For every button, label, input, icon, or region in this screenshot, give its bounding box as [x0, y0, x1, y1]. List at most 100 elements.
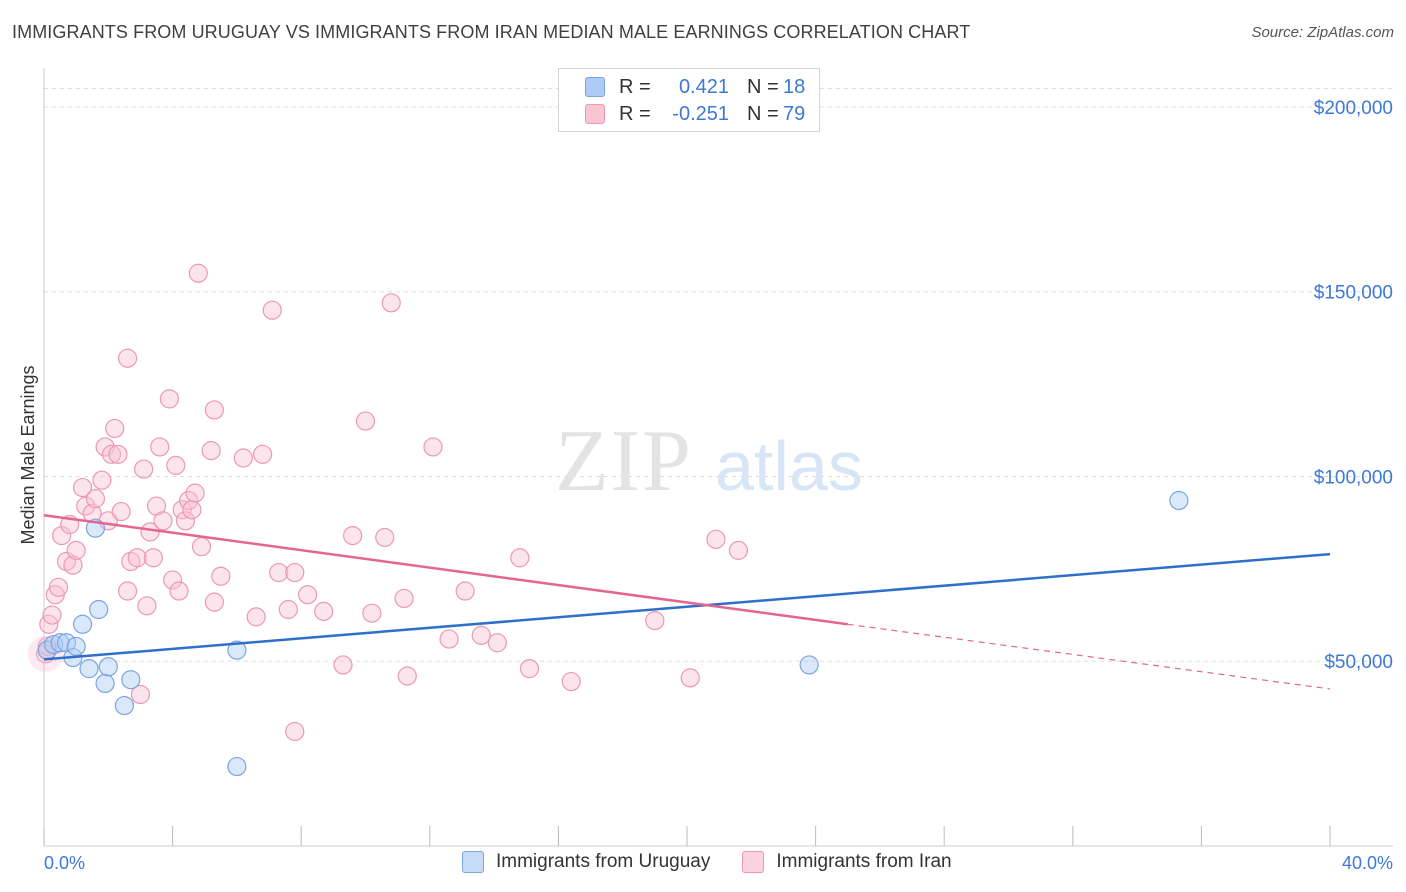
iran-point: [510, 548, 530, 568]
iran-point: [111, 501, 131, 522]
iran-point: [143, 548, 163, 568]
iran-point: [343, 525, 363, 546]
y-tick-label: $100,000: [1314, 467, 1393, 488]
legend-label-iran: Immigrants from Iran: [776, 851, 952, 872]
grid-lines: [44, 87, 1393, 662]
iran-point: [169, 581, 189, 601]
iran-point: [262, 300, 282, 320]
x-tick-max: 40.0%: [1342, 853, 1393, 873]
uruguay-point: [50, 633, 70, 653]
iran-point: [278, 599, 298, 620]
iran-point: [362, 603, 382, 623]
y-tick-label: $150,000: [1314, 283, 1393, 304]
n-label: N =: [747, 75, 779, 98]
iran-point: [269, 562, 289, 583]
iran-point: [253, 444, 273, 464]
uruguay-point: [79, 659, 99, 679]
uruguay-point: [227, 640, 247, 660]
iran-point: [201, 441, 221, 461]
uruguay-point: [89, 599, 109, 620]
iran-point: [285, 562, 305, 583]
iran-point: [85, 489, 106, 509]
iran-point: [314, 601, 334, 621]
r-label: R =: [619, 102, 651, 125]
uruguay-point: [114, 695, 134, 716]
iran-point: [150, 437, 170, 457]
x-tick-min: 0.0%: [44, 853, 85, 873]
iran-point: [42, 605, 62, 625]
iran-point: [680, 668, 700, 688]
legend-item-iran[interactable]: Immigrants from Iran: [742, 851, 952, 873]
uruguay-point: [1169, 490, 1189, 511]
uruguay-point: [98, 657, 118, 677]
iran-point: [191, 537, 212, 557]
stats-row-iran: R = -0.251 N = 79: [585, 101, 805, 127]
iran-point: [76, 496, 96, 516]
stats-legend: R = 0.421 N = 18 R = -0.251 N = 79: [558, 68, 820, 132]
uruguay-point: [121, 670, 141, 690]
iran-point: [355, 411, 376, 431]
iran-point: [519, 659, 540, 679]
iran-point: [117, 348, 138, 368]
iran-point: [153, 511, 173, 531]
iran-point: [375, 527, 395, 548]
legend-label-uruguay: Immigrants from Uruguay: [496, 851, 711, 872]
iran-point: [108, 444, 128, 464]
iran-point: [397, 666, 417, 686]
axes: [43, 68, 1393, 847]
iran-point: [159, 389, 179, 409]
iran-swatch: [742, 851, 765, 873]
uruguay-point: [95, 673, 115, 694]
series-legend: Immigrants from Uruguay Immigrants from …: [462, 851, 984, 873]
iran-point: [130, 684, 151, 705]
watermark-atlas: atlas: [715, 427, 863, 505]
iran-point: [101, 444, 122, 464]
iran-swatch: [585, 104, 605, 124]
iran-point: [182, 500, 202, 520]
iran-point: [204, 592, 224, 612]
iran-point: [127, 548, 147, 568]
y-tick-labels: $50,000 $100,000 $150,000 $200,000: [1314, 98, 1393, 673]
iran-point: [166, 455, 186, 475]
uruguay-point: [227, 756, 247, 777]
iran-trend-line: [43, 514, 848, 626]
iran-point: [137, 596, 157, 616]
n-value: 18: [783, 75, 806, 98]
iran-point: [285, 721, 305, 742]
iran-point: [455, 581, 475, 601]
iran-point: [188, 263, 208, 283]
iran-point: [211, 566, 231, 586]
legend-item-uruguay[interactable]: Immigrants from Uruguay: [462, 851, 710, 873]
iran-point: [298, 585, 318, 605]
iran-point: [105, 418, 125, 439]
chart-title: IMMIGRANTS FROM URUGUAY VS IMMIGRANTS FR…: [12, 22, 971, 42]
r-label: R =: [619, 75, 651, 98]
iran-point: [134, 459, 154, 479]
iran-point: [63, 555, 83, 575]
iran-point: [233, 448, 253, 468]
iran-point: [92, 470, 112, 490]
iran-point: [394, 588, 414, 609]
source-note: Source: ZipAtlas.com: [1251, 24, 1394, 41]
iran-point: [728, 540, 749, 560]
iran-point: [645, 610, 665, 631]
uruguay-trend-line: [43, 552, 1331, 661]
iran-point: [52, 525, 72, 546]
iran-point: [487, 633, 507, 653]
iran-trend-extension: [847, 623, 1331, 690]
iran-point: [246, 607, 266, 627]
uruguay-swatch: [462, 851, 484, 873]
y-axis-label: Median Male Earnings: [18, 365, 38, 544]
uruguay-point: [66, 636, 86, 657]
iran-point: [381, 293, 401, 313]
iran-point: [175, 511, 196, 531]
iran-point: [163, 570, 183, 590]
n-value: 79: [783, 102, 806, 125]
iran-point: [423, 437, 443, 457]
iran-point: [48, 577, 69, 597]
iran-point: [66, 540, 86, 560]
iran-point: [706, 529, 726, 549]
uruguay-point: [799, 655, 819, 675]
uruguay-swatch: [585, 77, 605, 97]
